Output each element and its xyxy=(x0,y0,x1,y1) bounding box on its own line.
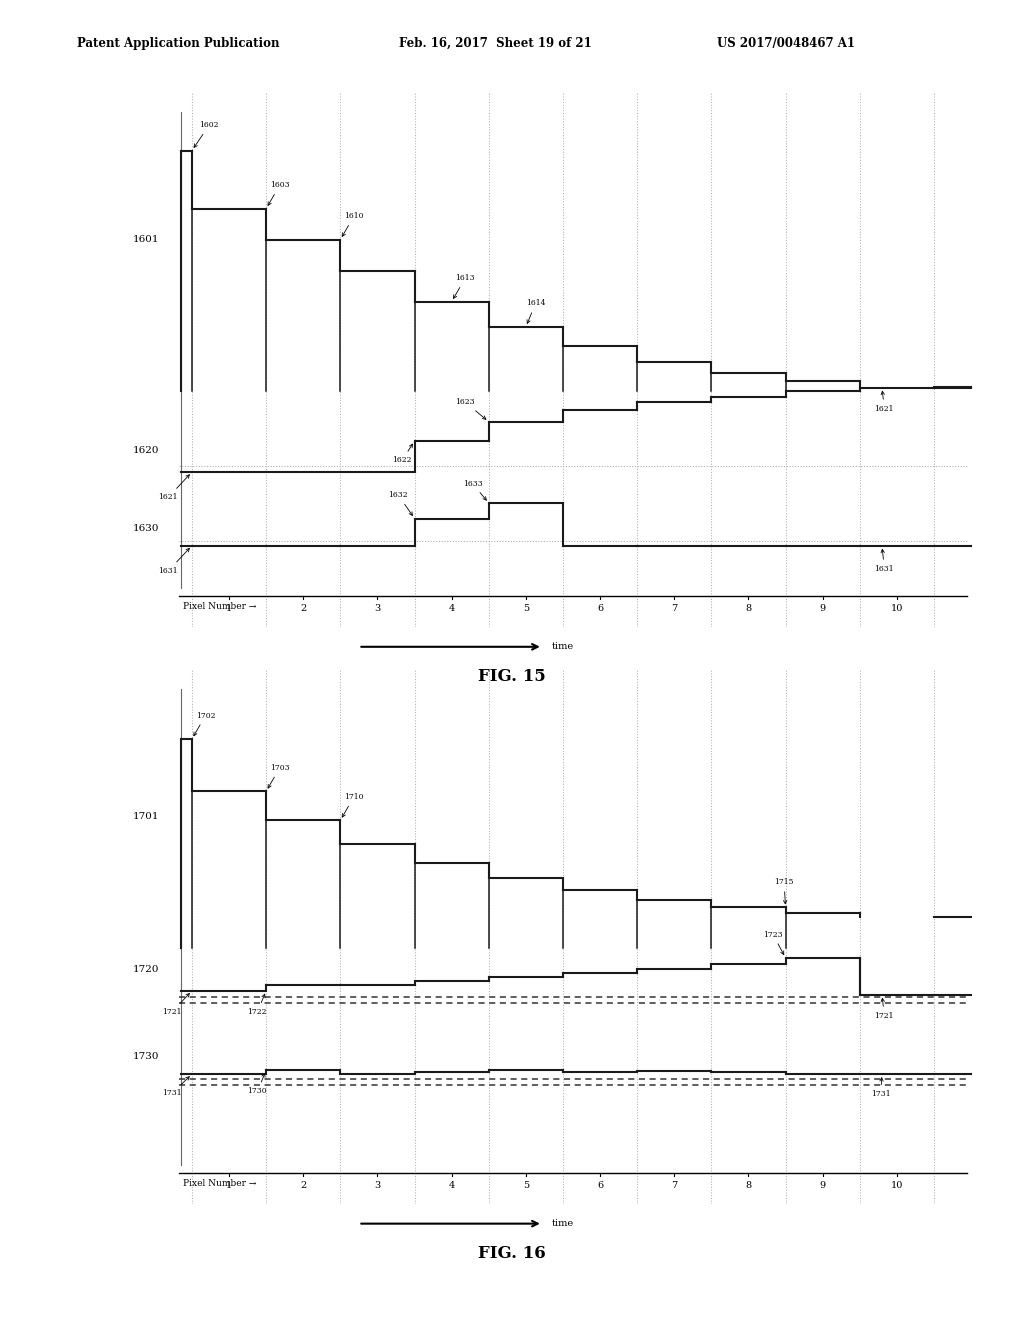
Text: 1613: 1613 xyxy=(454,275,475,298)
Text: 1: 1 xyxy=(226,1180,232,1189)
Text: 4: 4 xyxy=(449,1180,455,1189)
Text: 10: 10 xyxy=(891,603,903,612)
Text: 8: 8 xyxy=(745,603,752,612)
Text: 1601: 1601 xyxy=(133,235,159,244)
Text: 6: 6 xyxy=(597,1180,603,1189)
Text: 1721: 1721 xyxy=(162,994,189,1016)
Text: 10: 10 xyxy=(891,1180,903,1189)
Text: 1702: 1702 xyxy=(194,711,215,735)
Text: 1723: 1723 xyxy=(763,931,783,954)
Text: 1703: 1703 xyxy=(268,764,290,788)
Text: time: time xyxy=(552,1220,574,1228)
Text: 2: 2 xyxy=(300,1180,306,1189)
Text: Patent Application Publication: Patent Application Publication xyxy=(77,37,280,50)
Text: 1610: 1610 xyxy=(342,213,364,236)
Text: 2: 2 xyxy=(300,603,306,612)
Text: 1620: 1620 xyxy=(133,446,159,455)
Text: time: time xyxy=(552,643,574,651)
Text: 1731: 1731 xyxy=(162,1077,189,1097)
Text: 1715: 1715 xyxy=(774,878,794,904)
Text: 1721: 1721 xyxy=(874,998,894,1020)
Text: 8: 8 xyxy=(745,1180,752,1189)
Text: 1730: 1730 xyxy=(248,1073,267,1096)
Text: 9: 9 xyxy=(819,603,825,612)
Text: 1730: 1730 xyxy=(133,1052,159,1061)
Text: 7: 7 xyxy=(671,603,677,612)
Text: FIG. 15: FIG. 15 xyxy=(478,668,546,685)
Text: 1602: 1602 xyxy=(194,121,219,148)
Text: 1630: 1630 xyxy=(133,524,159,533)
Text: 1722: 1722 xyxy=(248,994,267,1016)
Text: Feb. 16, 2017  Sheet 19 of 21: Feb. 16, 2017 Sheet 19 of 21 xyxy=(399,37,592,50)
Text: 4: 4 xyxy=(449,603,455,612)
Text: 1: 1 xyxy=(226,603,232,612)
Text: Pixel Number →: Pixel Number → xyxy=(183,602,256,611)
Text: 1720: 1720 xyxy=(133,965,159,974)
Text: 5: 5 xyxy=(523,603,529,612)
Text: 1701: 1701 xyxy=(133,812,159,821)
Text: 7: 7 xyxy=(671,1180,677,1189)
Text: US 2017/0048467 A1: US 2017/0048467 A1 xyxy=(717,37,855,50)
Text: 1631: 1631 xyxy=(159,548,189,574)
Text: FIG. 16: FIG. 16 xyxy=(478,1245,546,1262)
Text: 1621: 1621 xyxy=(159,475,189,502)
Text: 1632: 1632 xyxy=(388,491,413,516)
Text: 5: 5 xyxy=(523,1180,529,1189)
Text: 1710: 1710 xyxy=(342,793,364,817)
Text: 6: 6 xyxy=(597,603,603,612)
Text: 1614: 1614 xyxy=(526,300,546,323)
Text: 9: 9 xyxy=(819,1180,825,1189)
Text: 1623: 1623 xyxy=(456,399,485,420)
Text: 1631: 1631 xyxy=(874,549,894,573)
Text: 1731: 1731 xyxy=(870,1077,891,1098)
Text: 1622: 1622 xyxy=(392,444,413,465)
Text: 3: 3 xyxy=(375,1180,381,1189)
Text: Pixel Number →: Pixel Number → xyxy=(183,1179,256,1188)
Text: 1603: 1603 xyxy=(268,181,290,206)
Text: 3: 3 xyxy=(375,603,381,612)
Text: 1633: 1633 xyxy=(463,479,486,500)
Text: 1621: 1621 xyxy=(874,391,894,413)
